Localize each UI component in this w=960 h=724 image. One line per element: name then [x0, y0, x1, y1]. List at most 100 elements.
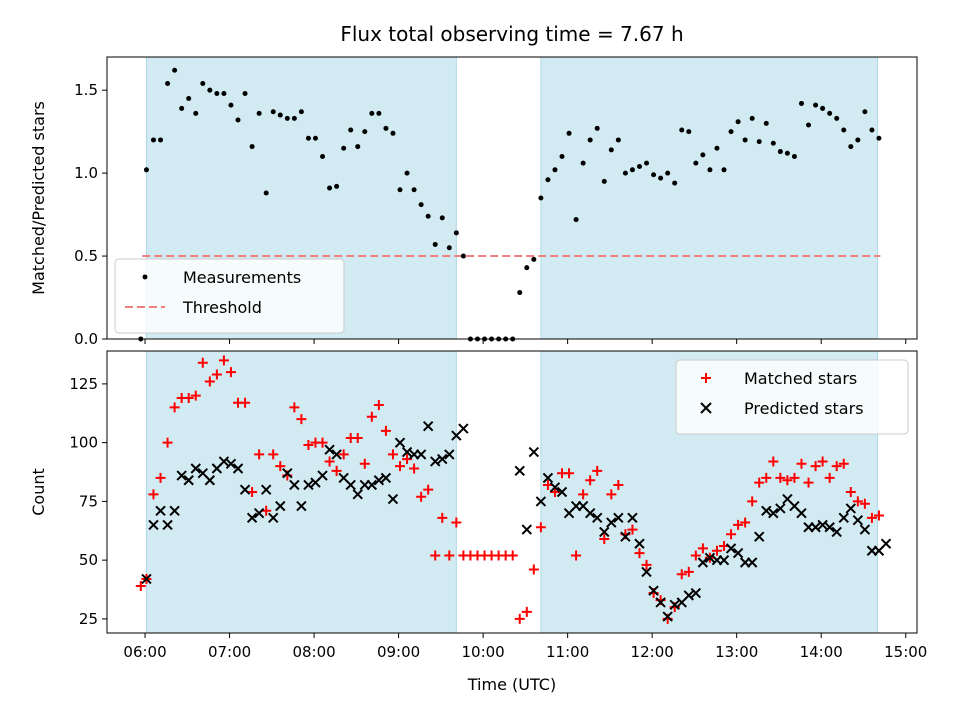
predicted-point [514, 465, 525, 477]
predicted-point [141, 573, 152, 585]
predicted-point [253, 507, 265, 519]
matched-point [768, 456, 779, 467]
measurement-point [644, 160, 650, 166]
matched-point [225, 367, 236, 378]
measurement-point [362, 129, 368, 135]
predicted-point [690, 587, 702, 599]
matched-point [317, 437, 328, 448]
y-axis-label: Count [29, 468, 48, 516]
measurement-point [446, 245, 452, 251]
predicted-point [444, 449, 455, 460]
measurement-point [700, 152, 706, 158]
measurement-point [651, 172, 657, 178]
measurement-point [827, 110, 833, 116]
predicted-point [655, 597, 666, 608]
measurement-point [172, 67, 178, 73]
matched-point [873, 510, 884, 521]
measurement-point [263, 190, 269, 196]
measurement-point [186, 95, 192, 101]
measurement-point [270, 109, 276, 115]
predicted-point [183, 475, 194, 486]
plot-frame [106, 56, 918, 340]
predicted-point [401, 446, 413, 458]
measurement-point [305, 135, 311, 141]
matched-point [845, 487, 856, 497]
predicted-point [239, 484, 251, 495]
predicted-point [366, 479, 378, 491]
measurement-point [672, 180, 678, 186]
measurement-point [686, 129, 692, 135]
measurement-point [580, 160, 586, 166]
predicted-point [641, 566, 652, 578]
matched-point [155, 472, 166, 483]
x-tick-label: 08:00 [292, 643, 335, 661]
measurement-point [235, 117, 241, 123]
predicted-point [852, 514, 864, 526]
measurement-point [207, 87, 213, 93]
predicted-point [859, 524, 871, 535]
measurement-point [334, 183, 340, 189]
measurement-point [418, 202, 424, 208]
matched-point [690, 550, 701, 561]
x-tick-label: 06:00 [123, 643, 166, 661]
measurement-point [284, 115, 290, 121]
measurement-point [376, 110, 382, 116]
predicted-point [148, 519, 159, 531]
measurement-point [545, 177, 551, 183]
predicted-point [761, 505, 772, 517]
x-tick-label: 07:00 [208, 643, 251, 661]
measurement-point [439, 215, 445, 221]
matched-point [240, 397, 251, 408]
matched-point [218, 355, 229, 366]
x-axis-label: Time (UTC) [467, 675, 556, 694]
matched-point [733, 519, 744, 530]
predicted-point [275, 500, 286, 512]
matched-point [135, 581, 146, 591]
matched-point [444, 550, 455, 561]
matched-point [148, 489, 159, 500]
measurement-point [749, 115, 755, 121]
measurement-point [763, 120, 769, 126]
measurement-point [770, 140, 776, 146]
measurement-point [756, 139, 762, 145]
matched-point [289, 402, 300, 413]
observing-window [540, 56, 879, 340]
matched-point [380, 425, 391, 436]
predicted-point [324, 444, 335, 455]
measurement-point [714, 145, 720, 151]
predicted-point [831, 526, 842, 538]
measurement-point [256, 110, 262, 116]
matched-point [387, 449, 398, 460]
measurement-point [735, 119, 741, 125]
measurement-point [214, 90, 220, 96]
matched-point [796, 458, 807, 469]
predicted-point [437, 453, 448, 465]
matched-point [803, 477, 814, 488]
measurement-point [679, 127, 685, 133]
x-tick-label: 13:00 [715, 643, 758, 661]
measurement-point [869, 127, 875, 133]
predicted-point [768, 507, 779, 519]
matched-point [740, 517, 751, 528]
matched-point [789, 472, 800, 483]
predicted-point [296, 500, 307, 512]
measurement-point [601, 178, 607, 184]
measurement-point [820, 105, 826, 111]
measurement-point [348, 127, 354, 133]
measurement-point [158, 137, 164, 143]
measurement-point [636, 163, 642, 169]
predicted-point [317, 470, 328, 481]
legend: Matched stars Predicted stars [675, 359, 909, 435]
measurement-point [587, 137, 593, 143]
matched-point [761, 472, 772, 483]
matched-point [211, 369, 222, 380]
predicted-point [528, 446, 540, 458]
matched-point [197, 357, 208, 368]
measurement-point [143, 167, 149, 173]
y-tick-label: 50 [79, 551, 98, 569]
matched-point [366, 411, 377, 422]
predicted-point [775, 503, 786, 514]
predicted-point [718, 554, 730, 566]
predicted-point [380, 472, 392, 484]
matched-point [599, 534, 610, 544]
